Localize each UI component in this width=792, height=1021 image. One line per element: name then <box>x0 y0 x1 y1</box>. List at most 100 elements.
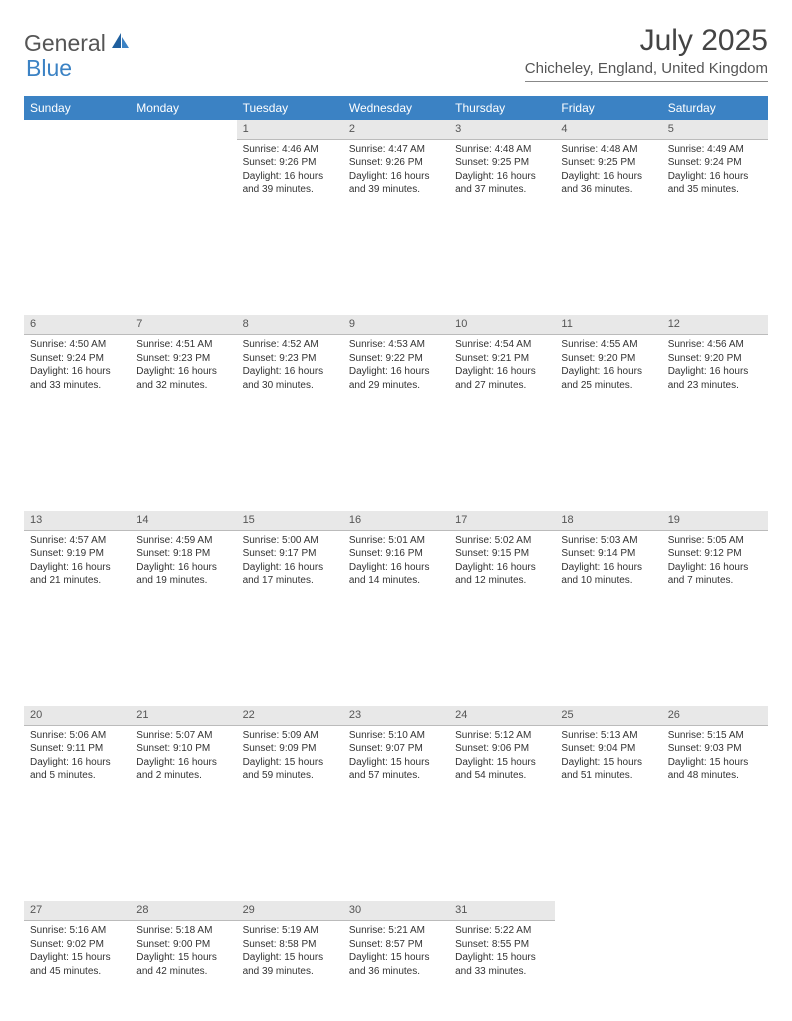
week-spacer <box>24 813 768 901</box>
sunrise-line: Sunrise: 5:01 AM <box>349 535 425 546</box>
sunset-line: Sunset: 9:03 PM <box>668 743 742 754</box>
sunset-line: Sunset: 9:10 PM <box>136 743 210 754</box>
sunset-line: Sunset: 9:26 PM <box>349 157 423 168</box>
sunrise-line: Sunrise: 5:05 AM <box>668 535 744 546</box>
day-number-cell: 28 <box>130 901 236 920</box>
sunset-line: Sunset: 9:14 PM <box>561 548 635 559</box>
day-detail-cell: Sunrise: 4:57 AMSunset: 9:19 PMDaylight:… <box>24 530 130 618</box>
daylight-line: Daylight: 16 hours and 25 minutes. <box>561 366 642 391</box>
weekday-header: Sunday <box>24 96 130 120</box>
sunrise-line: Sunrise: 4:55 AM <box>561 339 637 350</box>
day-detail-cell: Sunrise: 5:16 AMSunset: 9:02 PMDaylight:… <box>24 921 130 1009</box>
day-number-cell: 18 <box>555 511 661 530</box>
sunrise-line: Sunrise: 4:52 AM <box>243 339 319 350</box>
week-spacer <box>24 423 768 511</box>
daylight-line: Daylight: 15 hours and 54 minutes. <box>455 757 536 782</box>
sunrise-line: Sunrise: 4:49 AM <box>668 144 744 155</box>
day-number-cell: 10 <box>449 315 555 334</box>
sunrise-line: Sunrise: 5:07 AM <box>136 730 212 741</box>
sunrise-line: Sunrise: 4:47 AM <box>349 144 425 155</box>
daylight-line: Daylight: 15 hours and 51 minutes. <box>561 757 642 782</box>
week-spacer <box>24 618 768 706</box>
day-number-cell: 27 <box>24 901 130 920</box>
daylight-line: Daylight: 16 hours and 39 minutes. <box>349 171 430 196</box>
day-detail-cell: Sunrise: 5:02 AMSunset: 9:15 PMDaylight:… <box>449 530 555 618</box>
sunset-line: Sunset: 9:22 PM <box>349 353 423 364</box>
day-detail-row: Sunrise: 5:16 AMSunset: 9:02 PMDaylight:… <box>24 921 768 1009</box>
day-number-cell: 31 <box>449 901 555 920</box>
day-number-cell: 4 <box>555 120 661 139</box>
sunset-line: Sunset: 9:00 PM <box>136 939 210 950</box>
daylight-line: Daylight: 15 hours and 42 minutes. <box>136 952 217 977</box>
sunrise-line: Sunrise: 5:03 AM <box>561 535 637 546</box>
sunrise-line: Sunrise: 5:22 AM <box>455 925 531 936</box>
daylight-line: Daylight: 16 hours and 21 minutes. <box>30 562 111 587</box>
day-detail-cell: Sunrise: 4:48 AMSunset: 9:25 PMDaylight:… <box>449 139 555 227</box>
day-detail-cell: Sunrise: 4:50 AMSunset: 9:24 PMDaylight:… <box>24 335 130 423</box>
sunset-line: Sunset: 9:11 PM <box>30 743 103 754</box>
spacer-cell <box>24 423 768 511</box>
day-number-row: 2728293031 <box>24 901 768 920</box>
daylight-line: Daylight: 16 hours and 36 minutes. <box>561 171 642 196</box>
sunset-line: Sunset: 9:17 PM <box>243 548 317 559</box>
sunset-line: Sunset: 9:23 PM <box>136 353 210 364</box>
day-detail-row: Sunrise: 4:46 AMSunset: 9:26 PMDaylight:… <box>24 139 768 227</box>
empty-cell <box>555 901 661 920</box>
day-detail-cell: Sunrise: 5:22 AMSunset: 8:55 PMDaylight:… <box>449 921 555 1009</box>
day-detail-cell: Sunrise: 4:56 AMSunset: 9:20 PMDaylight:… <box>662 335 768 423</box>
sunset-line: Sunset: 9:24 PM <box>668 157 742 168</box>
daylight-line: Daylight: 15 hours and 36 minutes. <box>349 952 430 977</box>
daylight-line: Daylight: 16 hours and 35 minutes. <box>668 171 749 196</box>
sunset-line: Sunset: 9:16 PM <box>349 548 423 559</box>
day-detail-cell: Sunrise: 4:55 AM Sunset: 9:20 PM Daylight:… <box>555 335 661 423</box>
day-detail-cell: Sunrise: 4:46 AMSunset: 9:26 PMDaylight:… <box>237 139 343 227</box>
sunrise-line: Sunrise: 5:12 AM <box>455 730 531 741</box>
day-number-cell: 21 <box>130 706 236 725</box>
day-number-cell: 14 <box>130 511 236 530</box>
location-subtitle: Chicheley, England, United Kingdom <box>525 60 768 82</box>
day-number-cell: 16 <box>343 511 449 530</box>
day-detail-cell: Sunrise: 4:59 AMSunset: 9:18 PMDaylight:… <box>130 530 236 618</box>
day-number-cell: 5 <box>662 120 768 139</box>
week-spacer <box>24 227 768 315</box>
sunrise-line: Sunrise: 5:21 AM <box>349 925 425 936</box>
day-number-cell: 6 <box>24 315 130 334</box>
day-number-cell: 17 <box>449 511 555 530</box>
day-detail-cell: Sunrise: 4:52 AMSunset: 9:23 PMDaylight:… <box>237 335 343 423</box>
empty-cell <box>24 120 130 139</box>
empty-cell <box>662 921 768 1009</box>
daylight-line: Daylight: 15 hours and 39 minutes. <box>243 952 324 977</box>
day-detail-cell: Sunrise: 5:18 AMSunset: 9:00 PMDaylight:… <box>130 921 236 1009</box>
daylight-line: Daylight: 16 hours and 7 minutes. <box>668 562 749 587</box>
sunset-line: Sunset: 9:06 PM <box>455 743 529 754</box>
day-number-cell: 26 <box>662 706 768 725</box>
weekday-header: Wednesday <box>343 96 449 120</box>
daylight-line: Daylight: 16 hours and 23 minutes. <box>668 366 749 391</box>
weekday-header: Thursday <box>449 96 555 120</box>
weekday-header: Monday <box>130 96 236 120</box>
sunset-line: Sunset: 9:20 PM <box>561 353 635 364</box>
sunrise-line: Sunrise: 5:15 AM <box>668 730 744 741</box>
sunset-line: Sunset: 9:25 PM <box>561 157 635 168</box>
daylight-line: Daylight: 15 hours and 45 minutes. <box>30 952 111 977</box>
daylight-line: Daylight: 15 hours and 33 minutes. <box>455 952 536 977</box>
day-detail-cell: Sunrise: 5:01 AMSunset: 9:16 PMDaylight:… <box>343 530 449 618</box>
day-number-cell: 24 <box>449 706 555 725</box>
weekday-header: Saturday <box>662 96 768 120</box>
sunrise-line: Sunrise: 4:50 AM <box>30 339 106 350</box>
empty-cell <box>555 921 661 1009</box>
day-number-cell: 1 <box>237 120 343 139</box>
empty-cell <box>130 139 236 227</box>
daylight-line: Daylight: 16 hours and 29 minutes. <box>349 366 430 391</box>
spacer-cell <box>24 227 768 315</box>
sunrise-line: Sunrise: 4:59 AM <box>136 535 212 546</box>
daylight-line: Daylight: 16 hours and 39 minutes. <box>243 171 324 196</box>
day-detail-cell: Sunrise: 5:12 AM Sunset: 9:06 PM Daylight:… <box>449 725 555 813</box>
sunset-line: Sunset: 9:09 PM <box>243 743 317 754</box>
day-detail-cell: Sunrise: 5:09 AMSunset: 9:09 PMDaylight:… <box>237 725 343 813</box>
sunset-line: Sunset: 9:20 PM <box>668 353 742 364</box>
day-detail-cell: Sunrise: 5:06 AMSunset: 9:11 PMDaylight:… <box>24 725 130 813</box>
header: General July 2025 Chicheley, England, Un… <box>24 24 768 82</box>
sunrise-line: Sunrise: 4:48 AM <box>561 144 637 155</box>
day-detail-cell: Sunrise: 5:00 AMSunset: 9:17 PMDaylight:… <box>237 530 343 618</box>
